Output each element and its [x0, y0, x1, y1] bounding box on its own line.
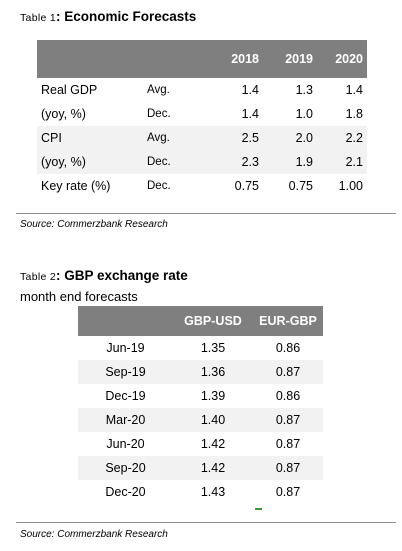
cell: 2.0: [295, 131, 313, 145]
row-kind: Avg.: [147, 132, 170, 144]
divider: [16, 213, 396, 214]
divider: [16, 522, 396, 523]
cell: 1.4: [241, 83, 259, 97]
cell: 1.36: [173, 360, 253, 384]
table2-title: Table 2: GBP exchange rate: [20, 268, 188, 283]
cell: 2.2: [345, 131, 363, 145]
table-row: Mar-20 1.40 0.87: [78, 408, 323, 432]
row-label: Key rate (%): [41, 179, 111, 193]
cell: 1.4: [241, 107, 259, 121]
cell: 1.42: [173, 456, 253, 480]
row-sublabel: (yoy, %): [41, 107, 86, 121]
table2-subtitle: month end forecasts: [20, 289, 138, 304]
cell: 1.42: [200, 437, 226, 451]
cell: 1.9: [295, 155, 313, 169]
cell: 0.87: [253, 360, 323, 384]
year-header: 2019: [263, 40, 317, 78]
table1-title: Table 1: Economic Forecasts: [20, 9, 197, 24]
cell: 0.86: [275, 341, 301, 355]
table2-source: Source: Commerzbank Research: [20, 529, 168, 540]
cell: 0.86: [275, 389, 301, 403]
row-kind: Dec.: [147, 180, 171, 192]
date-cell: Jun-19: [106, 341, 145, 355]
table2-label: Table 2: [20, 271, 56, 283]
table-row: Jun-19 1.35 0.86: [78, 336, 323, 360]
year-header: 2018: [211, 40, 263, 78]
cell: 1.00: [338, 179, 363, 193]
date-cell: Sep-20: [78, 456, 173, 480]
date-cell: Dec-20: [105, 485, 146, 499]
year-header: 2020: [317, 40, 367, 78]
table-row: Sep-19 1.36 0.87: [78, 360, 323, 384]
table-row: CPI Avg. 2.5 2.0 2.2: [37, 126, 367, 150]
cell: 0.87: [253, 408, 323, 432]
cell: 1.43: [200, 485, 226, 499]
table-row: Dec-20 1.43 0.87: [78, 480, 323, 504]
table2-header-row: GBP-USD EUR-GBP: [78, 306, 323, 336]
cell: 0.87: [253, 456, 323, 480]
cell: 1.3: [295, 83, 313, 97]
date-cell: Dec-19: [105, 389, 146, 403]
table-row: Jun-20 1.42 0.87: [78, 432, 323, 456]
date-cell: Sep-19: [78, 360, 173, 384]
table2-title-text: GBP exchange rate: [64, 268, 188, 283]
cell: 1.39: [200, 389, 226, 403]
row-kind: Dec.: [147, 156, 171, 168]
cell: 1.35: [200, 341, 226, 355]
gbp-exchange-rate-table: GBP-USD EUR-GBP Jun-19 1.35 0.86 Sep-19 …: [78, 306, 323, 504]
table-row: (yoy, %) Dec. 1.4 1.0 1.8: [37, 102, 367, 126]
table1-title-text: Economic Forecasts: [64, 9, 197, 24]
cell: 2.1: [345, 155, 363, 169]
date-cell: Mar-20: [78, 408, 173, 432]
cell: 1.0: [295, 107, 313, 121]
row-label: Real GDP: [41, 83, 98, 97]
row-label: CPI: [41, 131, 62, 145]
table-row: Dec-19 1.39 0.86: [78, 384, 323, 408]
cell: 1.8: [345, 107, 363, 121]
cell: 1.4: [345, 83, 363, 97]
table-row: Real GDP Avg. 1.4 1.3 1.4: [37, 78, 367, 102]
economic-forecasts-table: 2018 2019 2020 Real GDP Avg. 1.4 1.3 1.4…: [37, 40, 367, 198]
row-kind: Avg.: [147, 84, 170, 96]
cell: 2.5: [241, 131, 259, 145]
table1-header-row: 2018 2019 2020: [37, 40, 367, 78]
green-mark: [255, 508, 262, 510]
table1-source: Source: Commerzbank Research: [20, 219, 168, 230]
table1-label: Table 1: [20, 12, 56, 24]
column-header: EUR-GBP: [253, 306, 323, 336]
cell: 1.40: [173, 408, 253, 432]
cell: 0.75: [288, 179, 313, 193]
cell: 2.3: [241, 155, 259, 169]
date-cell: Jun-20: [106, 437, 145, 451]
cell: 0.87: [275, 485, 301, 499]
table-row: Key rate (%) Dec. 0.75 0.75 1.00: [37, 174, 367, 198]
table-row: Sep-20 1.42 0.87: [78, 456, 323, 480]
cell: 0.75: [234, 179, 259, 193]
row-kind: Dec.: [147, 108, 171, 120]
table-row: (yoy, %) Dec. 2.3 1.9 2.1: [37, 150, 367, 174]
row-sublabel: (yoy, %): [41, 155, 86, 169]
cell: 0.87: [275, 437, 301, 451]
column-header: GBP-USD: [173, 306, 253, 336]
